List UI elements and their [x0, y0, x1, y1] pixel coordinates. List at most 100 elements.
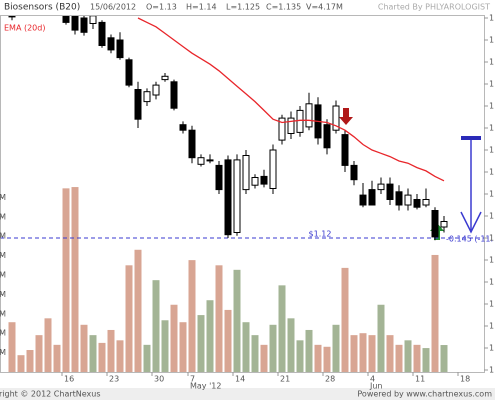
- volume-bar: [143, 344, 151, 372]
- volume-tick-label: 9M: [0, 309, 6, 318]
- x-tick-label: 21: [280, 375, 290, 384]
- ohlcv-value: L=1.125: [226, 3, 260, 12]
- header-date: 15/06/2012: [90, 3, 136, 12]
- candle-body: [188, 129, 196, 159]
- candle-body: [98, 21, 106, 46]
- y-tick-label: 1.08: [489, 278, 495, 287]
- volume-tick-label: 6M: [0, 329, 6, 338]
- candle-body: [125, 59, 133, 86]
- y-tick-label: 1.12: [489, 234, 495, 243]
- change-label: -0.145 (-11.: [446, 235, 493, 244]
- candle-body: [431, 210, 439, 238]
- sell-signal-arrow: [339, 108, 353, 125]
- x-sub-label: May '12: [190, 382, 221, 391]
- volume-bar: [215, 265, 223, 372]
- candle-body: [215, 164, 223, 191]
- volume-bar: [377, 304, 385, 372]
- y-tick-label: 1.20: [489, 146, 495, 155]
- candle-body: [179, 124, 187, 131]
- candle-body: [242, 155, 250, 191]
- projection-bar: [461, 136, 481, 140]
- candle-body: [197, 157, 205, 165]
- volume-bar: [71, 187, 79, 372]
- projection-arrowhead: [460, 211, 482, 234]
- y-tick-label: 1.06: [489, 300, 495, 309]
- x-tick-label: 28: [325, 375, 335, 384]
- volume-bar: [332, 324, 340, 372]
- candle-body: [206, 159, 214, 162]
- ohlcv-value: C=1.135: [266, 3, 301, 12]
- y-tick-label: 1.28: [489, 58, 495, 67]
- candle-body: [116, 39, 124, 59]
- volume-bar: [314, 344, 322, 372]
- x-tick-label: 18: [460, 375, 470, 384]
- plot: [1, 16, 484, 372]
- candle-body: [350, 164, 358, 181]
- volume-bar: [170, 304, 178, 372]
- volume-bar: [44, 318, 52, 372]
- candle-body: [260, 175, 268, 185]
- volume-bar: [350, 335, 358, 372]
- volume-bar: [152, 280, 160, 372]
- ohlcv-value: H=1.14: [186, 3, 217, 12]
- candle-body: [161, 75, 169, 81]
- credit: Charted By PHLYAROLOGIST: [378, 3, 490, 12]
- volume-bar: [233, 269, 241, 372]
- candle-body: [323, 124, 331, 149]
- candle-body: [296, 109, 304, 133]
- candle-body: [134, 89, 142, 120]
- candle-body: [332, 105, 340, 131]
- volume-tick-label: 21M: [0, 232, 6, 241]
- volume-bar: [323, 346, 331, 372]
- x-tick-label: 4: [370, 375, 375, 384]
- volume-tick-label: 27M: [0, 193, 6, 202]
- y-tick-label: 1.16: [489, 190, 495, 199]
- volume-bar: [422, 348, 430, 372]
- y-tick-label: 1.00: [489, 366, 495, 375]
- x-tick-label: 11: [415, 375, 425, 384]
- volume-tick-label: 12M: [0, 290, 6, 299]
- x-tick-label: 16: [64, 375, 74, 384]
- volume-bar: [80, 324, 88, 372]
- volume-bar: [413, 344, 421, 372]
- volume-bar: [53, 344, 61, 372]
- volume-bar: [269, 324, 277, 372]
- y-tick-label: 1.32: [489, 14, 495, 23]
- x-tick-label: 30: [154, 375, 164, 384]
- candle-body: [368, 189, 376, 206]
- volume-bar: [260, 344, 268, 372]
- volume-bar: [341, 267, 349, 372]
- ema-line: [137, 17, 445, 182]
- ema-legend: EMA (20d): [4, 24, 45, 33]
- volume-tick-label: 18M: [0, 251, 6, 260]
- volume-bar: [404, 340, 412, 372]
- candle-body: [80, 17, 88, 33]
- candle-body: [287, 117, 295, 134]
- volume-bar: [368, 335, 376, 372]
- y-tick-label: 1.18: [489, 168, 495, 177]
- volume-bar: [440, 345, 448, 372]
- candle-body: [89, 16, 97, 24]
- candle-body: [251, 177, 259, 186]
- candle-body: [224, 159, 232, 236]
- ohlcv-value: V=4.17M: [306, 3, 343, 12]
- candle-body: [341, 134, 349, 166]
- volume-bar: [107, 329, 115, 372]
- volume-bar: [242, 322, 250, 372]
- y-tick-label: 1.22: [489, 124, 495, 133]
- volume-bar: [17, 355, 25, 372]
- candle-body: [233, 159, 241, 233]
- volume-bar: [359, 333, 367, 372]
- candle-body: [359, 194, 367, 206]
- candle-body: [62, 16, 70, 23]
- x-sub-label: Jun: [369, 382, 383, 391]
- candle-body: [386, 183, 394, 201]
- candle-body: [152, 84, 160, 96]
- candle-body: [278, 117, 286, 141]
- footer-bar: [0, 388, 495, 400]
- volume-bar: [206, 300, 214, 372]
- y-tick-label: 1.04: [489, 322, 495, 331]
- volume-bar: [386, 335, 394, 372]
